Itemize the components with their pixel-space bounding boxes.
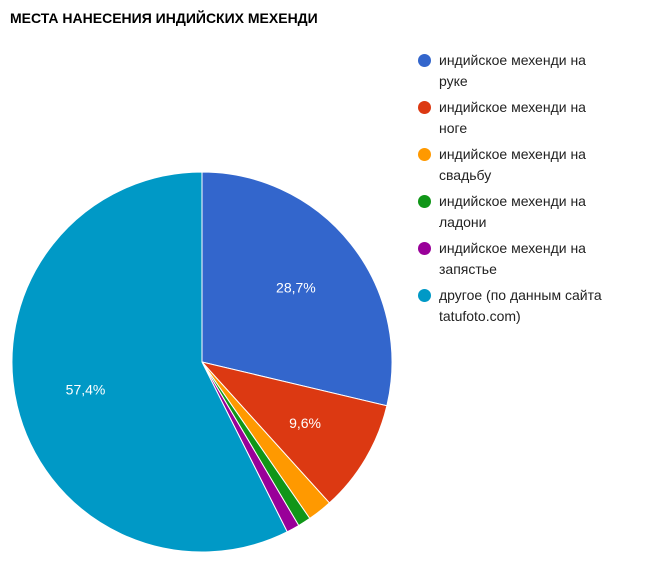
legend-item-wedding[interactable]: индийское мехенди на свадьбу — [418, 144, 658, 186]
legend-item-palm[interactable]: индийское мехенди на ладони — [418, 191, 658, 233]
legend-label: индийское мехенди на — [439, 193, 586, 209]
legend-label: индийское мехенди на — [439, 240, 586, 256]
slice-other[interactable] — [11, 171, 288, 553]
legend-label: руке — [439, 73, 468, 89]
legend-label: индийское мехенди на — [439, 52, 586, 68]
legend-label: ладони — [439, 214, 487, 230]
legend-label: другое (по данным сайта — [439, 287, 602, 303]
slice-leg[interactable] — [200, 361, 388, 504]
legend-item-wrist[interactable]: индийское мехенди на запястье — [418, 238, 658, 280]
chart-title: МЕСТА НАНЕСЕНИЯ ИНДИЙСКИХ МЕХЕНДИ — [10, 10, 318, 26]
legend-dot-icon — [418, 242, 431, 255]
slice-hand[interactable] — [201, 171, 393, 407]
legend-dot-icon — [418, 148, 431, 161]
legend-label: свадьбу — [439, 167, 492, 183]
legend-item-hand[interactable]: индийское мехенди на руке — [418, 50, 658, 92]
legend-dot-icon — [418, 54, 431, 67]
legend-dot-icon — [418, 289, 431, 302]
legend-item-other[interactable]: другое (по данным сайта tatufoto.com) — [418, 285, 658, 327]
legend-dot-icon — [418, 101, 431, 114]
slice-percent-label: 9,6% — [289, 415, 321, 431]
legend: индийское мехенди на руке индийское мехе… — [418, 50, 658, 332]
legend-dot-icon — [418, 195, 431, 208]
legend-label: индийское мехенди на — [439, 99, 586, 115]
slice-percent-label: 28,7% — [276, 280, 316, 296]
legend-label: запястье — [439, 261, 497, 277]
legend-label: ноге — [439, 120, 468, 136]
slice-percent-label: 57,4% — [66, 382, 106, 398]
legend-item-leg[interactable]: индийское мехенди на ноге — [418, 97, 658, 139]
legend-label: индийское мехенди на — [439, 146, 586, 162]
legend-label: tatufoto.com) — [439, 308, 521, 324]
